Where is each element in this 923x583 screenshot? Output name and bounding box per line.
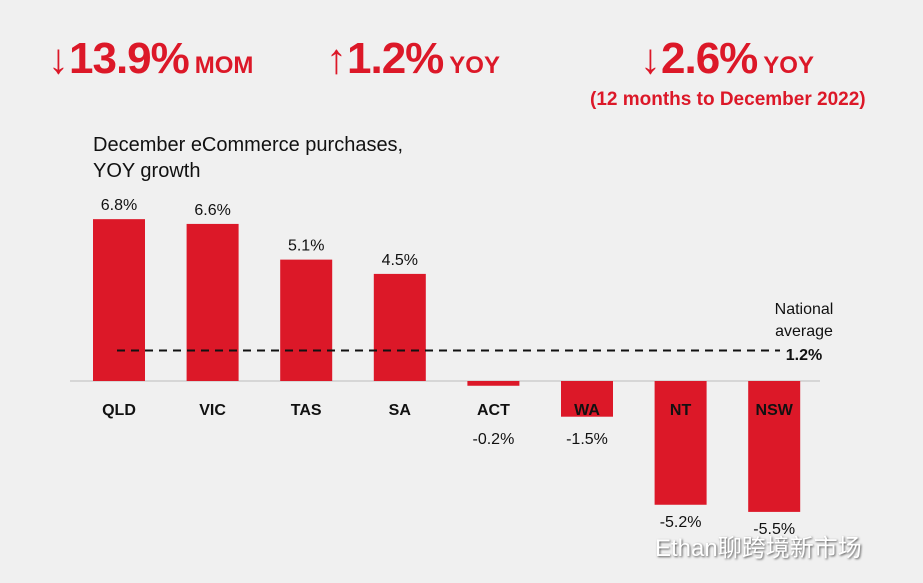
watermark: Ethan聊跨境新市场 — [655, 535, 862, 562]
kpi-yoy-12-months: ↓2.6% YOY — [640, 34, 814, 84]
bar-qld — [93, 219, 145, 381]
kpi-value: 1.2% — [347, 34, 444, 83]
value-label: -0.2% — [473, 431, 515, 448]
kpi-unit: YOY — [449, 52, 500, 79]
value-label: -1.5% — [566, 431, 608, 448]
bar-nsw — [748, 381, 801, 512]
category-label: TAS — [291, 402, 322, 419]
kpi-note: (12 months to December 2022) — [590, 89, 866, 110]
category-label: VIC — [199, 402, 226, 419]
value-label: 6.8% — [101, 197, 137, 214]
value-label: 4.5% — [382, 252, 418, 269]
kpi-value: 2.6% — [661, 34, 758, 83]
kpi-unit: MOM — [194, 52, 254, 79]
kpi-value: 13.9% — [69, 34, 190, 83]
value-label: 5.1% — [288, 238, 324, 255]
category-label: SA — [389, 402, 412, 419]
chart-title: December eCommerce purchases, YOY growth — [93, 132, 403, 184]
value-label: 6.6% — [194, 202, 230, 219]
category-label: WA — [574, 402, 600, 419]
bar-wa — [561, 381, 613, 417]
bar-nt — [654, 381, 707, 505]
chart-title-line: December eCommerce purchases, — [93, 134, 404, 156]
category-label: ACT — [477, 402, 510, 419]
arrow-up-icon: ↑ — [326, 35, 347, 82]
value-label: -5.2% — [660, 514, 702, 531]
category-label: NT — [670, 402, 692, 419]
category-label: QLD — [102, 402, 136, 419]
bar-sa — [373, 273, 426, 381]
arrow-down-icon: ↓ — [48, 35, 69, 82]
category-label: NSW — [756, 402, 794, 419]
value-label: -5.5% — [753, 521, 795, 538]
chart-title-line: YOY growth — [93, 160, 201, 182]
kpi-unit: YOY — [763, 52, 814, 79]
arrow-down-icon: ↓ — [640, 35, 661, 82]
bar-act — [467, 381, 520, 386]
reference-label: National — [775, 301, 834, 318]
kpi-mom: ↓13.9% MOM — [48, 34, 253, 84]
kpi-yoy-december: ↑1.2% YOY — [326, 34, 500, 84]
reference-value-label: 1.2% — [786, 347, 822, 364]
bar-tas — [280, 259, 333, 381]
reference-label: average — [775, 323, 833, 340]
bar-vic — [186, 223, 239, 381]
